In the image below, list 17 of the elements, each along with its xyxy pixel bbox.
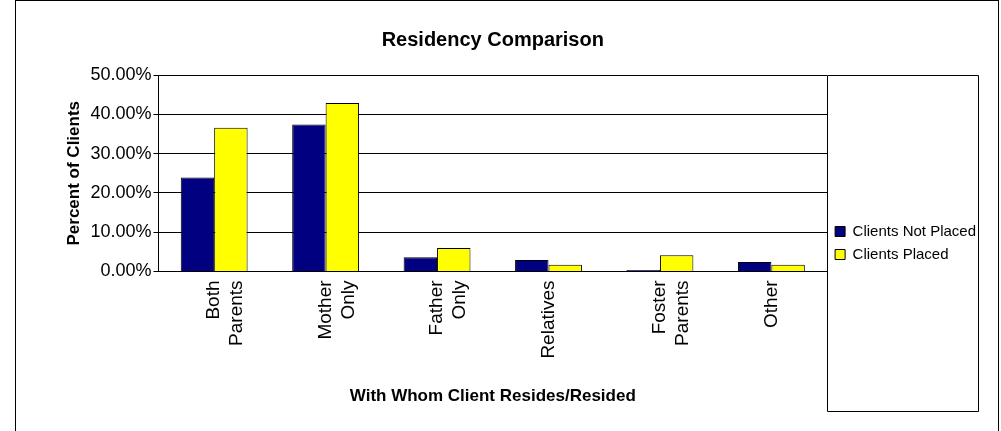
x-tick-label: Foster Parents xyxy=(648,279,692,346)
x-tick-label: Other xyxy=(759,279,781,328)
x-tick-label: Relatives xyxy=(536,280,558,359)
y-tick-label: 10.00% xyxy=(90,221,152,242)
x-axis-title: With Whom Client Resides/Resided xyxy=(349,386,636,406)
x-tick-label: Mother Only xyxy=(313,279,358,340)
chart-title: Residency Comparison xyxy=(381,27,604,50)
x-tick-label: Both Parents xyxy=(202,280,247,346)
y-axis-title: Percent of Clients xyxy=(63,100,83,246)
y-tick-label: 30.00% xyxy=(90,142,152,163)
y-tick-label: 50.00% xyxy=(90,63,152,84)
y-tick-label: 40.00% xyxy=(90,103,152,124)
x-tick-label: Father Only xyxy=(425,279,470,336)
y-tick-label: 20.00% xyxy=(90,181,152,202)
legend-label: Clients Placed xyxy=(852,244,949,262)
legend-label: Clients Not Placed xyxy=(852,221,977,239)
y-tick-label: 0.00% xyxy=(100,260,152,281)
